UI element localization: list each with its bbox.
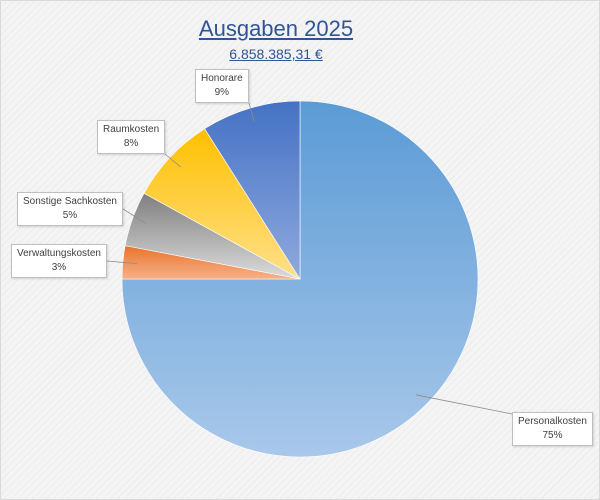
slice-percent: 5% <box>62 210 78 221</box>
leader-line-raumkosten <box>164 153 181 168</box>
leader-line-honorare <box>248 102 255 122</box>
slice-percent: 75% <box>542 430 563 441</box>
data-label-sonstige-sachkosten: Sonstige Sachkosten 5% <box>17 192 123 226</box>
pie-slice-personalkosten <box>121 100 479 458</box>
leader-line-personalkosten <box>415 394 513 415</box>
data-label-honorare: Honorare 9% <box>195 69 249 103</box>
data-label-personalkosten: Personalkosten 75% <box>512 412 593 446</box>
slice-label: Honorare <box>201 73 243 84</box>
leader-line-sonstige-sachkosten <box>122 208 147 224</box>
chart-subtitle: 6.858.385,31 € <box>229 46 323 62</box>
slice-percent: 9% <box>214 87 230 98</box>
leader-line-verwaltungskosten <box>106 260 138 264</box>
slice-percent: 3% <box>51 262 67 273</box>
slice-label: Sonstige Sachkosten <box>23 196 117 207</box>
chart-title: Ausgaben 2025 <box>198 16 354 41</box>
slice-label: Personalkosten <box>518 416 587 427</box>
slice-percent: 8% <box>123 138 139 149</box>
data-label-verwaltungskosten: Verwaltungskosten 3% <box>11 244 107 278</box>
data-label-raumkosten: Raumkosten 8% <box>97 120 166 154</box>
slice-label: Verwaltungskosten <box>17 248 101 259</box>
slice-label: Raumkosten <box>103 124 160 135</box>
pie-slice-raumkosten <box>143 128 301 280</box>
